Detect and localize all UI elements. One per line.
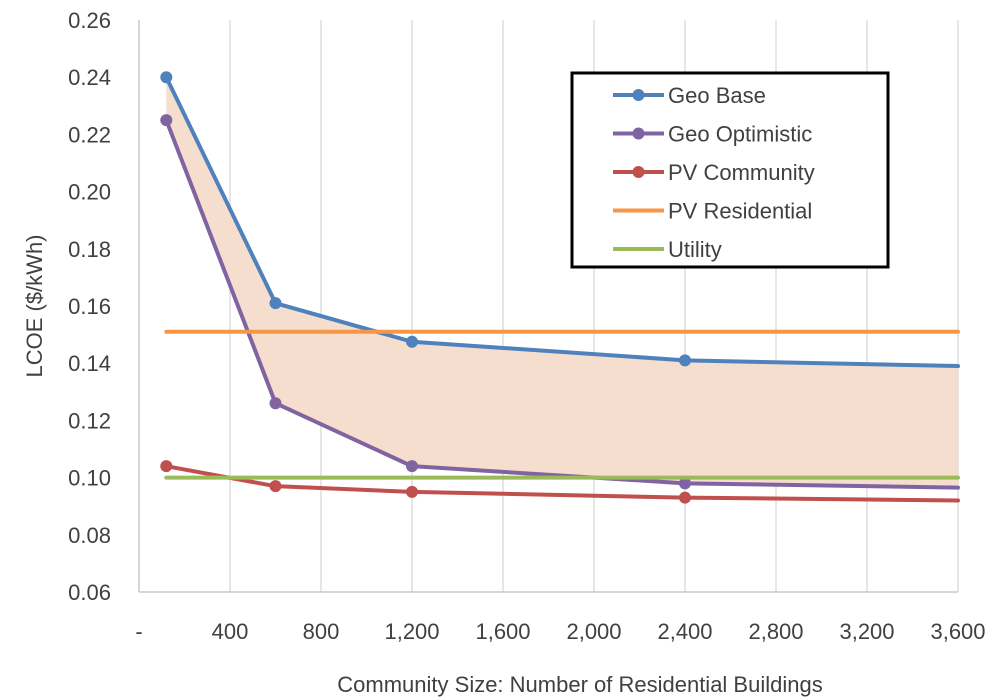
legend-marker [632, 89, 645, 101]
y-tick-label: 0.06 [68, 580, 111, 605]
legend-label: PV Residential [668, 199, 812, 224]
x-tick-label: 400 [212, 619, 249, 644]
data-point [679, 491, 691, 504]
y-axis-title: LCOE ($/kWh) [22, 234, 47, 377]
legend-label: Geo Optimistic [668, 122, 812, 147]
y-tick-label: 0.22 [68, 122, 111, 147]
legend-item: Geo Base [613, 83, 766, 108]
x-axis-title: Community Size: Number of Residential Bu… [337, 672, 822, 697]
x-tick-label: - [135, 619, 142, 644]
x-tick-label: 2,400 [657, 619, 712, 644]
legend: Geo Base Geo Optimistic PV Community PV Res… [570, 71, 890, 269]
data-point [269, 297, 282, 310]
legend-item: Geo Optimistic [613, 122, 812, 147]
data-point [160, 71, 173, 84]
legend-item: PV Residential [613, 199, 812, 224]
shaded-band [166, 77, 959, 488]
x-tick-label: 800 [303, 619, 340, 644]
x-tick-label: 1,600 [475, 619, 530, 644]
shaded-band-layer [166, 77, 959, 488]
legend-label: PV Community [668, 160, 815, 185]
y-tick-label: 0.18 [68, 237, 111, 262]
y-tick-label: 0.20 [68, 180, 111, 205]
data-point [269, 480, 282, 493]
y-tick-label: 0.14 [68, 351, 111, 376]
series-geo-base [160, 71, 960, 369]
x-tick-label: 2,000 [566, 619, 621, 644]
legend-item: PV Community [613, 160, 815, 185]
x-tick-label: 3,200 [839, 619, 894, 644]
y-tick-label: 0.08 [68, 523, 111, 548]
legend-item: Utility [613, 237, 722, 262]
data-point [406, 335, 418, 348]
y-tick-label: 0.26 [68, 8, 111, 33]
legend-label: Utility [668, 237, 722, 262]
data-point [160, 114, 173, 127]
data-point [406, 460, 418, 473]
data-point [679, 477, 691, 490]
legend-label: Geo Base [668, 83, 766, 108]
x-tick-label: 1,200 [384, 619, 439, 644]
x-tick-label: 3,600 [930, 619, 985, 644]
y-tick-label: 0.16 [68, 294, 111, 319]
y-tick-label: 0.10 [68, 466, 111, 491]
data-point [406, 485, 418, 498]
legend-marker [632, 166, 645, 178]
y-tick-label: 0.24 [68, 65, 111, 90]
axes [138, 20, 958, 593]
y-tick-label: 0.12 [68, 408, 111, 433]
data-point [269, 397, 282, 410]
data-point [160, 460, 173, 473]
series-layer [160, 71, 960, 504]
tick-labels: 0.06 0.08 0.10 0.12 0.14 0.16 0.18 0.20 0.22 0.24… [68, 8, 985, 644]
x-tick-label: 2,800 [748, 619, 803, 644]
legend-marker [632, 127, 645, 140]
series-geo-optimistic [160, 114, 960, 490]
data-point [679, 354, 691, 367]
